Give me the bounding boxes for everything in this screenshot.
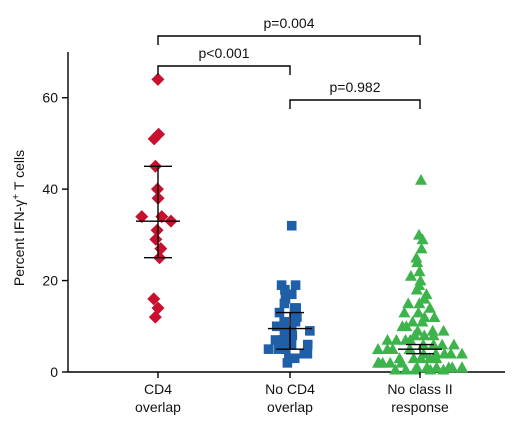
p-value-label: p=0.982 — [330, 79, 381, 95]
x-category-labels: CD4 overlap No CD4 overlap No class II respon… — [135, 372, 453, 415]
data-point-square — [302, 339, 313, 350]
data-point-square — [290, 316, 301, 327]
data-point-triangle — [390, 334, 403, 345]
data-point-diamond — [149, 232, 163, 246]
data-point-square — [286, 339, 297, 350]
data-point-triangle — [415, 242, 428, 254]
data-points — [135, 72, 468, 375]
data-point-triangle — [406, 315, 419, 327]
data-point-triangle — [404, 334, 417, 345]
significance-bracket — [289, 99, 421, 109]
data-point-square — [278, 335, 289, 345]
data-point-square — [282, 358, 293, 368]
data-point-triangle — [416, 233, 429, 245]
data-point-triangle — [447, 338, 460, 350]
data-point-diamond — [151, 301, 165, 315]
data-point-triangle — [410, 251, 423, 263]
data-point-triangle — [412, 306, 425, 318]
data-point-triangle — [424, 363, 437, 375]
data-point-triangle — [384, 356, 397, 368]
y-axis-label-main: Percent IFN-γ — [11, 200, 27, 286]
significance-bracket — [157, 65, 291, 75]
data-point-triangle — [437, 363, 450, 375]
data-point-triangle — [413, 265, 426, 277]
data-point-diamond — [148, 310, 162, 324]
data-point-triangle — [430, 352, 443, 364]
data-point-triangle — [414, 352, 427, 364]
data-point-triangle — [402, 297, 415, 309]
y-tick-label: 20 — [42, 273, 58, 289]
data-point-triangle — [427, 329, 440, 341]
data-point-triangle — [395, 356, 408, 368]
data-point-diamond — [151, 72, 165, 86]
data-point-square — [278, 321, 288, 332]
data-point-triangle — [416, 315, 429, 327]
data-point-triangle — [415, 174, 428, 185]
data-point-diamond — [147, 292, 161, 306]
data-point-triangle — [446, 361, 459, 373]
y-axis-label: Percent IFN-γ+ T cells — [11, 150, 28, 286]
data-point-diamond — [135, 210, 149, 224]
y-tick-label: 0 — [50, 364, 58, 380]
data-point-triangle — [409, 363, 422, 375]
data-point-triangle — [386, 343, 399, 354]
data-point-square — [280, 284, 290, 295]
data-point-triangle — [411, 256, 424, 268]
y-tick-label: 40 — [42, 181, 58, 197]
data-point-triangle — [456, 347, 468, 359]
data-point-square — [286, 289, 297, 300]
y-axis-label-sup: + — [11, 194, 22, 200]
data-point-square — [286, 220, 297, 231]
data-point-triangle — [444, 347, 457, 359]
data-point-triangle — [410, 283, 423, 295]
data-point-square — [289, 353, 300, 364]
x-category-label-line1: CD4 — [144, 381, 172, 397]
data-point-triangle — [428, 311, 441, 322]
x-category-label-line1: No class II — [387, 381, 452, 397]
data-point-triangle — [400, 320, 413, 332]
y-axis-label-tail: T cells — [11, 150, 27, 194]
data-point-diamond — [147, 132, 161, 146]
data-point-triangle — [372, 343, 384, 354]
p-value-label: p<0.001 — [199, 45, 250, 61]
x-category-label-line1: No CD4 — [265, 381, 315, 397]
median-iqr-bars — [136, 165, 442, 355]
data-point-square — [270, 335, 281, 345]
data-point-triangle — [437, 324, 450, 336]
y-ticks: 0 20 40 60 — [42, 90, 68, 380]
data-point-square — [302, 348, 313, 359]
data-point-triangle — [456, 361, 468, 373]
data-point-triangle — [376, 356, 389, 368]
data-point-triangle — [398, 306, 411, 318]
data-point-square — [287, 330, 298, 341]
y-tick-label: 60 — [42, 90, 58, 106]
data-point-triangle — [413, 297, 426, 309]
data-point-triangle — [381, 334, 394, 345]
data-point-triangle — [404, 270, 417, 281]
data-point-square — [305, 326, 315, 336]
x-category-label-line2: overlap — [135, 399, 181, 415]
data-point-square — [263, 344, 274, 354]
x-category-label-line2: response — [391, 399, 449, 415]
data-point-square — [279, 298, 290, 309]
data-point-diamond — [150, 223, 164, 237]
data-point-triangle — [389, 363, 402, 375]
data-point-square — [271, 321, 282, 332]
significance-brackets: p=0.004 p<0.001 p=0.982 — [157, 15, 421, 109]
data-point-triangle — [430, 361, 443, 373]
data-point-triangle — [436, 338, 449, 350]
data-point-square — [290, 280, 301, 290]
data-point-triangle — [418, 329, 431, 341]
data-point-triangle — [399, 363, 412, 375]
x-category-label-line2: overlap — [267, 399, 313, 415]
significance-bracket — [157, 35, 421, 45]
p-value-label: p=0.004 — [264, 15, 315, 31]
data-point-triangle — [423, 302, 436, 313]
data-point-triangle — [426, 324, 439, 336]
data-point-triangle — [418, 292, 431, 304]
